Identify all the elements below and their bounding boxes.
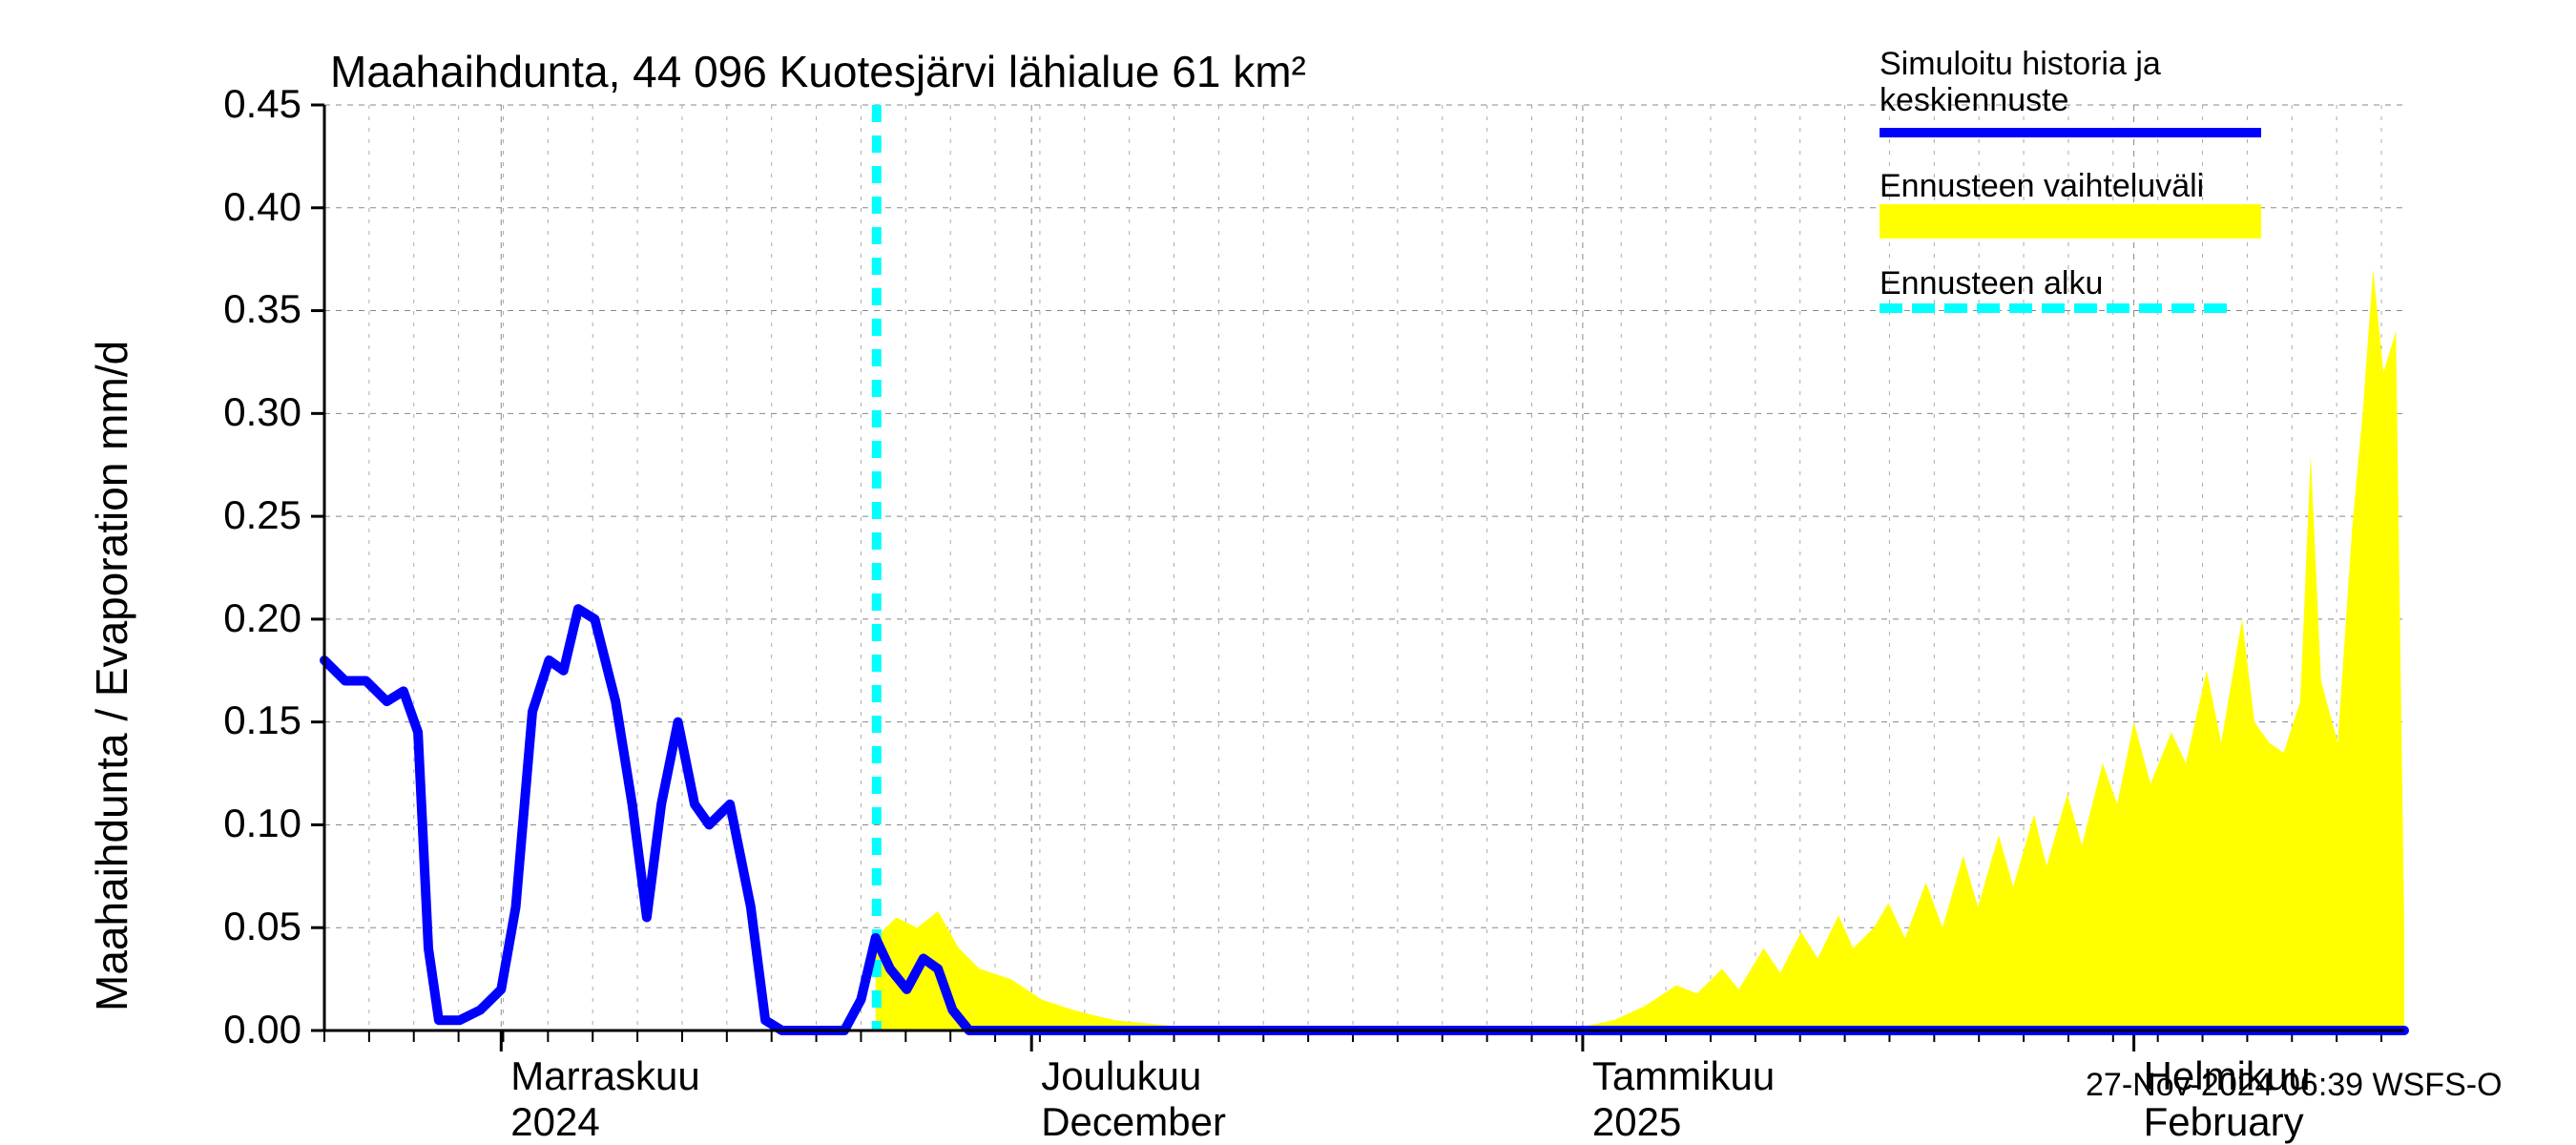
y-tick-label: 0.35 xyxy=(223,286,301,332)
chart-title: Maahaihdunta, 44 096 Kuotesjärvi lähialu… xyxy=(330,46,1306,97)
y-tick-label: 0.40 xyxy=(223,184,301,230)
y-tick-label: 0.10 xyxy=(223,801,301,846)
legend-swatch-line xyxy=(1880,128,2261,137)
legend-label: keskiennuste xyxy=(1880,82,2068,119)
x-tick-label-sub: December xyxy=(1041,1099,1226,1145)
x-tick-label-sub: 2025 xyxy=(1592,1099,1681,1145)
y-tick-label: 0.30 xyxy=(223,389,301,435)
y-tick-label: 0.15 xyxy=(223,697,301,743)
legend-label: Ennusteen alku xyxy=(1880,265,2103,302)
evaporation-forecast-chart: Maahaihdunta, 44 096 Kuotesjärvi lähialu… xyxy=(0,0,2576,1145)
x-tick-label-month: Tammikuu xyxy=(1592,1053,1775,1099)
x-tick-label-sub: February xyxy=(2144,1099,2304,1145)
legend-swatch-dash xyxy=(1880,303,2261,313)
y-tick-label: 0.00 xyxy=(223,1007,301,1052)
y-axis-label: Maahaihdunta / Evaporation mm/d xyxy=(86,341,137,1011)
y-tick-label: 0.25 xyxy=(223,492,301,538)
y-tick-label: 0.45 xyxy=(223,81,301,127)
legend-label: Simuloitu historia ja xyxy=(1880,46,2161,83)
x-tick-label-month: Marraskuu xyxy=(510,1053,699,1099)
legend-label: Ennusteen vaihteluväli xyxy=(1880,168,2204,205)
x-tick-label-month: Joulukuu xyxy=(1041,1053,1201,1099)
legend-swatch-band xyxy=(1880,204,2261,239)
x-tick-label-sub: 2024 xyxy=(510,1099,599,1145)
y-tick-label: 0.20 xyxy=(223,595,301,641)
y-tick-label: 0.05 xyxy=(223,904,301,949)
chart-footer-timestamp: 27-Nov-2024 06:39 WSFS-O xyxy=(2086,1067,2503,1104)
